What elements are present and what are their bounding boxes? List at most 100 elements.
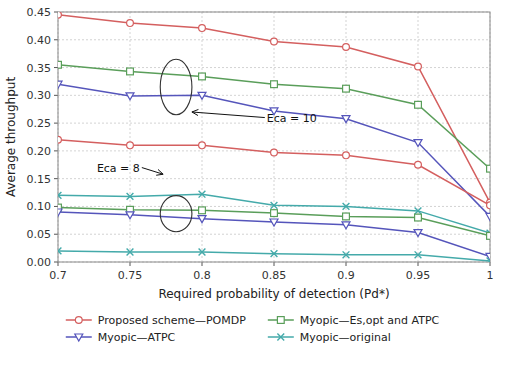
tick-mark — [54, 150, 58, 151]
data-point — [127, 142, 134, 149]
legend-entry: Proposed scheme—POMDP — [66, 314, 246, 327]
tick-mark — [54, 206, 58, 207]
tick-label: 0.20 — [27, 145, 52, 158]
annotation: Eca = 10 — [267, 112, 317, 125]
series-line — [58, 15, 490, 203]
data-point — [199, 191, 206, 198]
tick-mark — [54, 95, 58, 96]
data-point — [271, 202, 278, 209]
tick-label: 0.05 — [27, 228, 52, 241]
data-point — [415, 214, 422, 221]
data-point — [414, 230, 422, 237]
tick-mark — [54, 262, 58, 263]
grid-line — [58, 178, 490, 179]
data-point — [271, 250, 278, 257]
tick-label: 0.30 — [27, 89, 52, 102]
grid — [58, 12, 490, 262]
tick-label: 0.8 — [193, 269, 211, 282]
series-line — [58, 208, 490, 236]
data-point — [58, 81, 62, 88]
legend: Proposed scheme—POMDPMyopic—Es,opt and A… — [66, 314, 440, 344]
tick-label: 0.9 — [337, 269, 355, 282]
tick-label: 0.10 — [27, 200, 52, 213]
tick-label: 0.75 — [118, 269, 143, 282]
data-point — [343, 213, 350, 220]
y-axis-label: Average throughput — [4, 77, 18, 197]
data-point — [270, 219, 278, 226]
data-point — [342, 222, 350, 229]
tick-mark — [54, 12, 58, 13]
tick-label: 0.45 — [27, 6, 52, 19]
tick-label: 1 — [487, 269, 494, 282]
tick-label: 0.35 — [27, 62, 52, 75]
data-point — [199, 249, 206, 256]
data-point — [415, 101, 422, 108]
data-point — [487, 165, 490, 172]
grid-line — [418, 12, 419, 262]
tick-mark — [54, 123, 58, 124]
data-point — [58, 247, 61, 254]
data-point — [58, 61, 61, 68]
data-point — [487, 202, 490, 209]
data-point — [58, 136, 61, 143]
data-point — [343, 85, 350, 92]
legend-marker — [75, 334, 83, 341]
data-point — [271, 81, 278, 88]
legend-marker — [75, 317, 82, 324]
plot-area — [58, 12, 490, 262]
data-point — [343, 251, 350, 258]
data-point — [415, 207, 422, 214]
data-point — [487, 257, 490, 262]
data-point — [127, 20, 134, 27]
chart: 0.00 0.05 0.10 0.15 0.20 0.25 0.30 0.35 0.40 0.45… — [0, 0, 505, 388]
data-point — [343, 44, 350, 51]
series-line — [58, 65, 490, 169]
data-layer — [58, 12, 490, 262]
data-point — [487, 232, 490, 239]
data-point — [199, 207, 206, 214]
annotation: Eca = 8 — [97, 162, 140, 175]
annotation-arrow — [192, 112, 265, 118]
tick-mark — [418, 262, 419, 266]
data-point — [271, 149, 278, 156]
tick-label: 0.15 — [27, 173, 52, 186]
tick-label: 0.25 — [27, 117, 52, 130]
data-point — [199, 73, 206, 80]
data-point — [58, 12, 61, 18]
tick-label: 0.95 — [406, 269, 431, 282]
data-point — [343, 152, 350, 159]
data-point — [127, 193, 134, 200]
annotation-arrowhead — [192, 109, 199, 115]
legend-entry: Myopic—original — [268, 331, 391, 344]
data-point — [486, 213, 490, 220]
series-line — [58, 251, 490, 261]
data-point — [415, 251, 422, 258]
tick-label: 0.7 — [49, 269, 67, 282]
data-point — [271, 38, 278, 45]
legend-label: Myopic—ATPC — [98, 331, 176, 344]
series-line — [58, 194, 490, 233]
data-point — [199, 25, 206, 32]
legend-label: Proposed scheme—POMDP — [98, 314, 246, 327]
tick-mark — [54, 234, 58, 235]
tick-mark — [54, 67, 58, 68]
data-point — [199, 142, 206, 149]
tick-mark — [490, 262, 491, 266]
grid-line — [58, 67, 490, 68]
tick-mark — [130, 262, 131, 266]
plot-frame — [58, 12, 490, 262]
data-point — [343, 203, 350, 210]
series-line — [58, 212, 490, 256]
tick-label: 0.00 — [27, 256, 52, 269]
grid-line — [130, 12, 131, 262]
group-ellipse — [160, 59, 192, 115]
data-point — [58, 209, 62, 216]
data-point — [58, 192, 61, 199]
tick-mark — [54, 178, 58, 179]
data-point — [126, 212, 134, 219]
tick-label: 0.40 — [27, 34, 52, 47]
data-point — [198, 216, 206, 223]
data-point — [127, 68, 134, 75]
data-point — [415, 161, 422, 168]
legend-marker — [277, 334, 284, 341]
